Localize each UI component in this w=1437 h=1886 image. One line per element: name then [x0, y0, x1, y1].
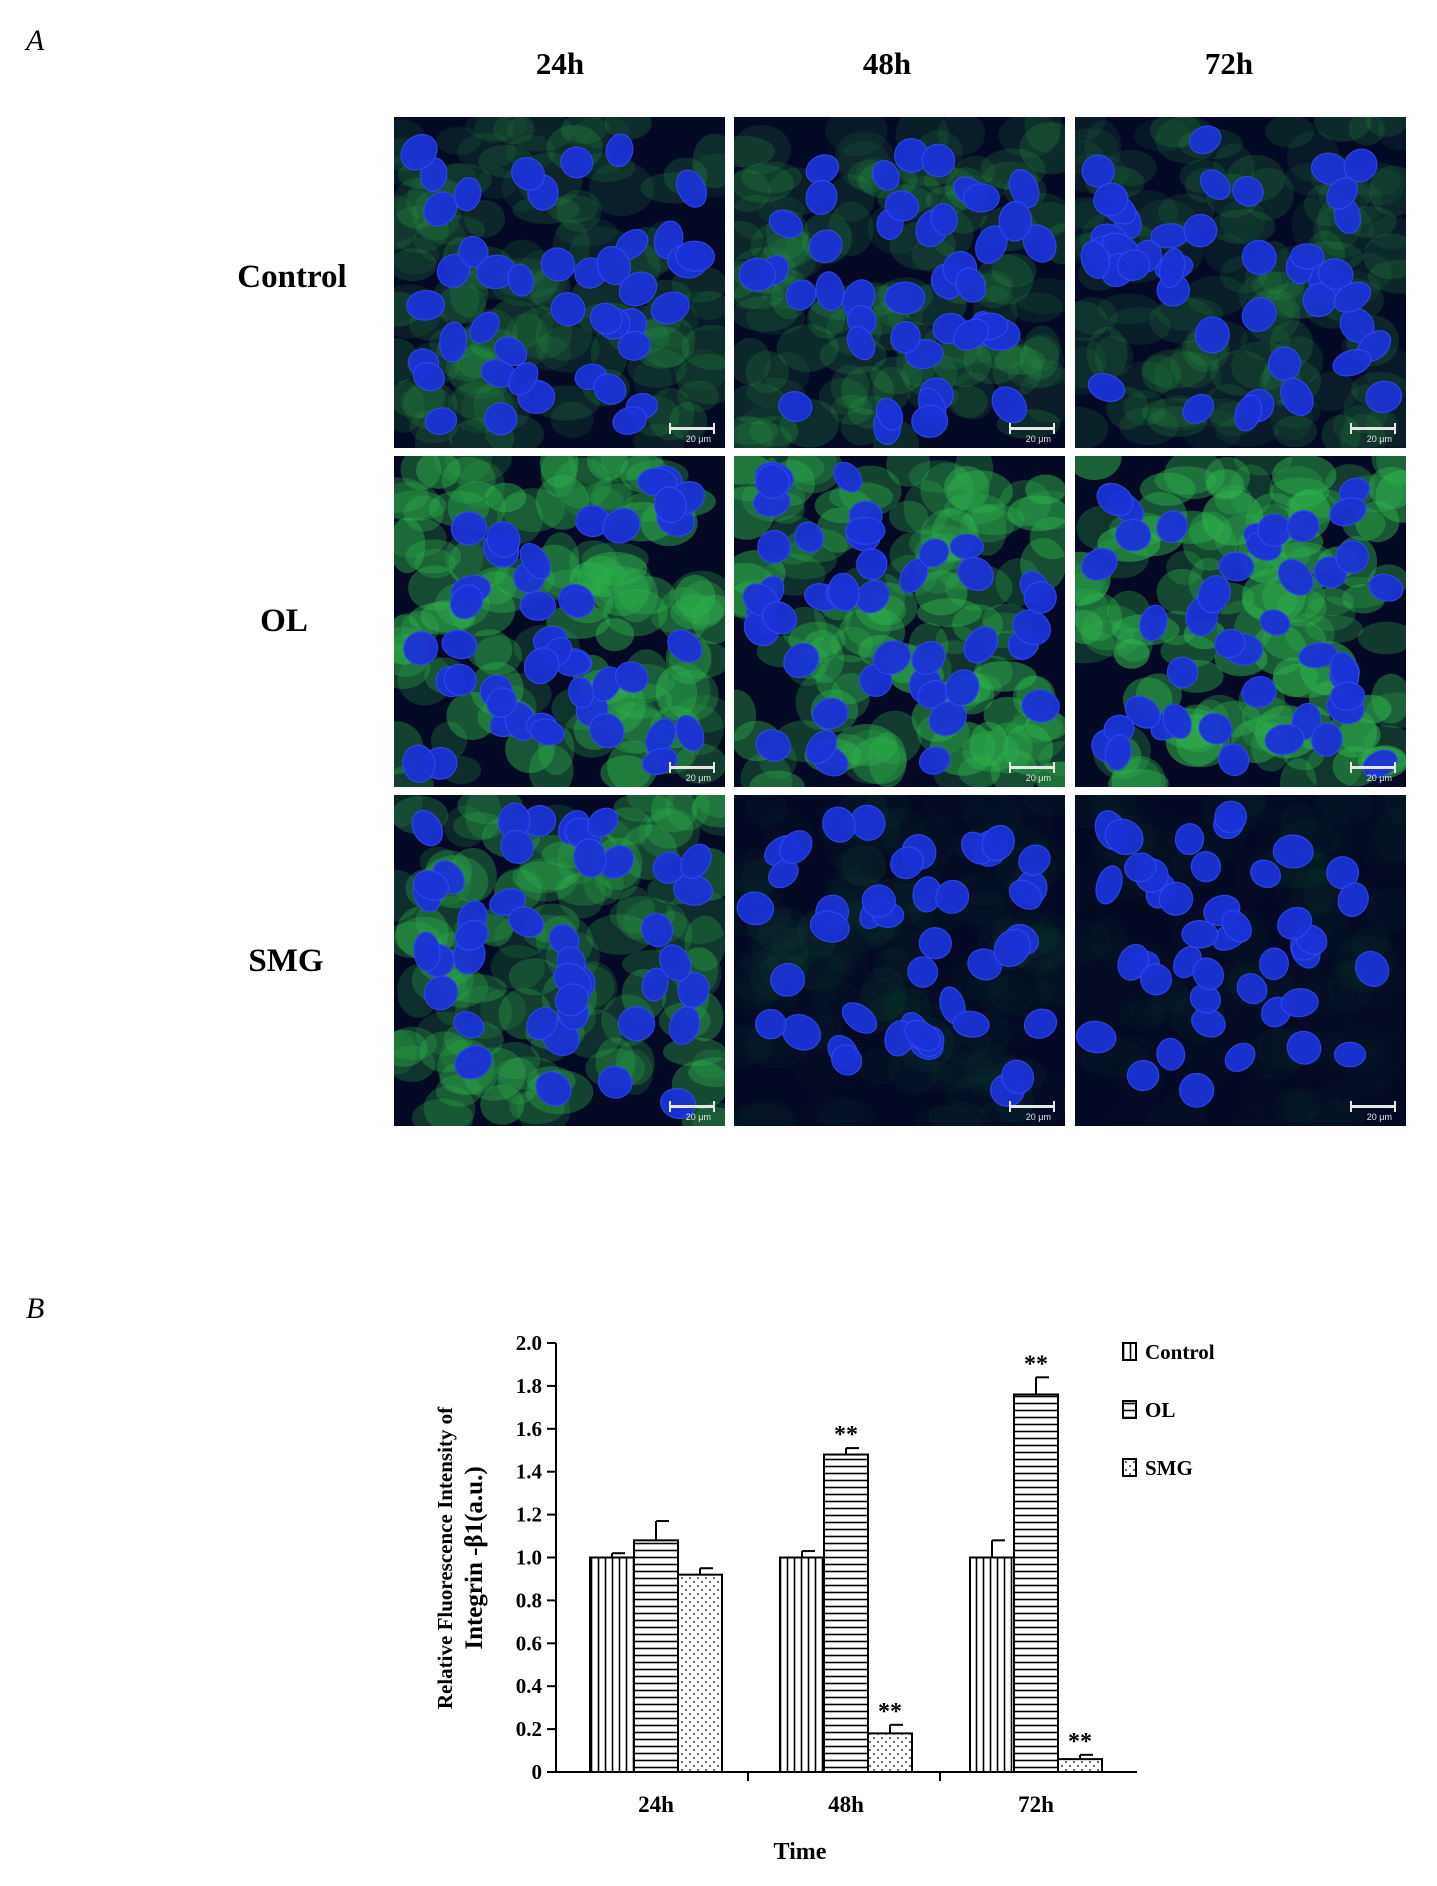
scale-label: 20 μm	[685, 434, 711, 444]
panel-b-letter: B	[26, 1292, 45, 1325]
scale-bar	[1009, 762, 1055, 773]
scale-label: 20 μm	[1025, 434, 1051, 444]
bar-control-24h	[589, 1556, 635, 1773]
scale-bar	[669, 762, 715, 773]
legend-label-control: Control	[1145, 1340, 1215, 1364]
y-axis-title-line1: Relative Fluorescence Intensity of	[433, 1406, 457, 1709]
scale-label: 20 μm	[1366, 773, 1392, 783]
legend-label-smg: SMG	[1145, 1456, 1193, 1480]
micrograph-ol-72h: 20 μm	[1075, 456, 1406, 787]
bar-ol-72h	[1013, 1393, 1059, 1773]
bar-ol-24h	[633, 1539, 679, 1773]
significance-marker: **	[1068, 1729, 1092, 1755]
legend-swatch-smg	[1122, 1458, 1137, 1477]
bar-smg-72h	[1057, 1758, 1103, 1774]
bar-smg-24h	[677, 1573, 723, 1774]
y-axis-title-line2: Integrin -β1(a.u.)	[461, 1466, 488, 1649]
micrograph-smg-48h: 20 μm	[734, 795, 1065, 1126]
x-tick-label-24h: 24h	[638, 1792, 674, 1817]
scale-bar	[1350, 1101, 1396, 1112]
y-tick-label: 2.0	[516, 1331, 542, 1355]
scale-label: 20 μm	[1025, 1112, 1051, 1122]
scale-bar	[1350, 423, 1396, 434]
y-tick-label: 1.0	[516, 1546, 542, 1570]
significance-marker: **	[834, 1422, 858, 1448]
column-header-24h: 24h	[535, 46, 585, 81]
y-tick-label: 0.2	[516, 1717, 542, 1741]
scale-bar	[669, 423, 715, 434]
micrograph-smg-72h: 20 μm	[1075, 795, 1406, 1126]
y-tick-label: 0.4	[516, 1674, 543, 1698]
scale-label: 20 μm	[1025, 773, 1051, 783]
scale-label: 20 μm	[1366, 1112, 1392, 1122]
y-tick-label: 1.8	[516, 1374, 542, 1398]
scale-label: 20 μm	[685, 773, 711, 783]
y-tick-label: 1.2	[516, 1503, 542, 1527]
bar-control-48h	[779, 1556, 825, 1773]
scale-label: 20 μm	[1366, 434, 1392, 444]
panel-a-letter: A	[26, 24, 45, 57]
scale-bar	[1009, 423, 1055, 434]
bar-smg-48h	[867, 1732, 913, 1774]
scale-bar	[1350, 762, 1396, 773]
micrograph-smg-24h: 20 μm	[394, 795, 725, 1126]
y-tick-label: 0.8	[516, 1588, 542, 1612]
row-header-ol: OL	[260, 603, 308, 639]
y-tick-label: 0	[532, 1760, 543, 1784]
bar-control-72h	[969, 1556, 1015, 1773]
y-tick-label: 1.4	[516, 1460, 543, 1484]
significance-marker: **	[1024, 1351, 1048, 1377]
y-tick-label: 0.6	[516, 1631, 542, 1655]
x-axis-title: Time	[774, 1839, 827, 1865]
legend-swatch-ol	[1122, 1400, 1137, 1419]
micrograph-control-24h: 20 μm	[394, 117, 725, 448]
significance-marker: **	[878, 1699, 902, 1725]
scale-bar	[1009, 1101, 1055, 1112]
x-tick-label-72h: 72h	[1018, 1792, 1054, 1817]
row-header-smg: SMG	[248, 943, 324, 979]
column-header-48h: 48h	[862, 46, 912, 81]
legend-label-ol: OL	[1145, 1398, 1175, 1422]
micrograph-ol-24h: 20 μm	[394, 456, 725, 787]
bar-ol-48h	[823, 1453, 869, 1774]
column-header-72h: 72h	[1204, 46, 1254, 81]
scale-bar	[669, 1101, 715, 1112]
x-tick-label-48h: 48h	[828, 1792, 864, 1817]
row-header-control: Control	[237, 259, 347, 295]
micrograph-control-48h: 20 μm	[734, 117, 1065, 448]
y-tick-label: 1.6	[516, 1417, 542, 1441]
micrograph-ol-48h: 20 μm	[734, 456, 1065, 787]
scale-label: 20 μm	[685, 1112, 711, 1122]
micrograph-control-72h: 20 μm	[1075, 117, 1406, 448]
legend-swatch-control	[1122, 1342, 1137, 1361]
